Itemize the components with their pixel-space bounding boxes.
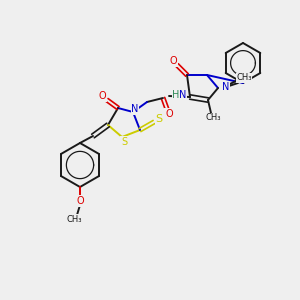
Text: CH₃: CH₃ xyxy=(236,74,252,82)
Text: S: S xyxy=(155,114,163,124)
Text: H: H xyxy=(172,90,180,100)
Text: CH₃: CH₃ xyxy=(66,214,82,224)
Text: S: S xyxy=(121,137,127,147)
Text: O: O xyxy=(76,196,84,206)
Text: CH₃: CH₃ xyxy=(205,113,221,122)
Text: O: O xyxy=(98,91,106,101)
Text: N: N xyxy=(179,90,187,100)
Text: N: N xyxy=(222,82,230,92)
Text: O: O xyxy=(169,56,177,66)
Text: O: O xyxy=(165,109,173,119)
Text: N: N xyxy=(131,104,139,114)
